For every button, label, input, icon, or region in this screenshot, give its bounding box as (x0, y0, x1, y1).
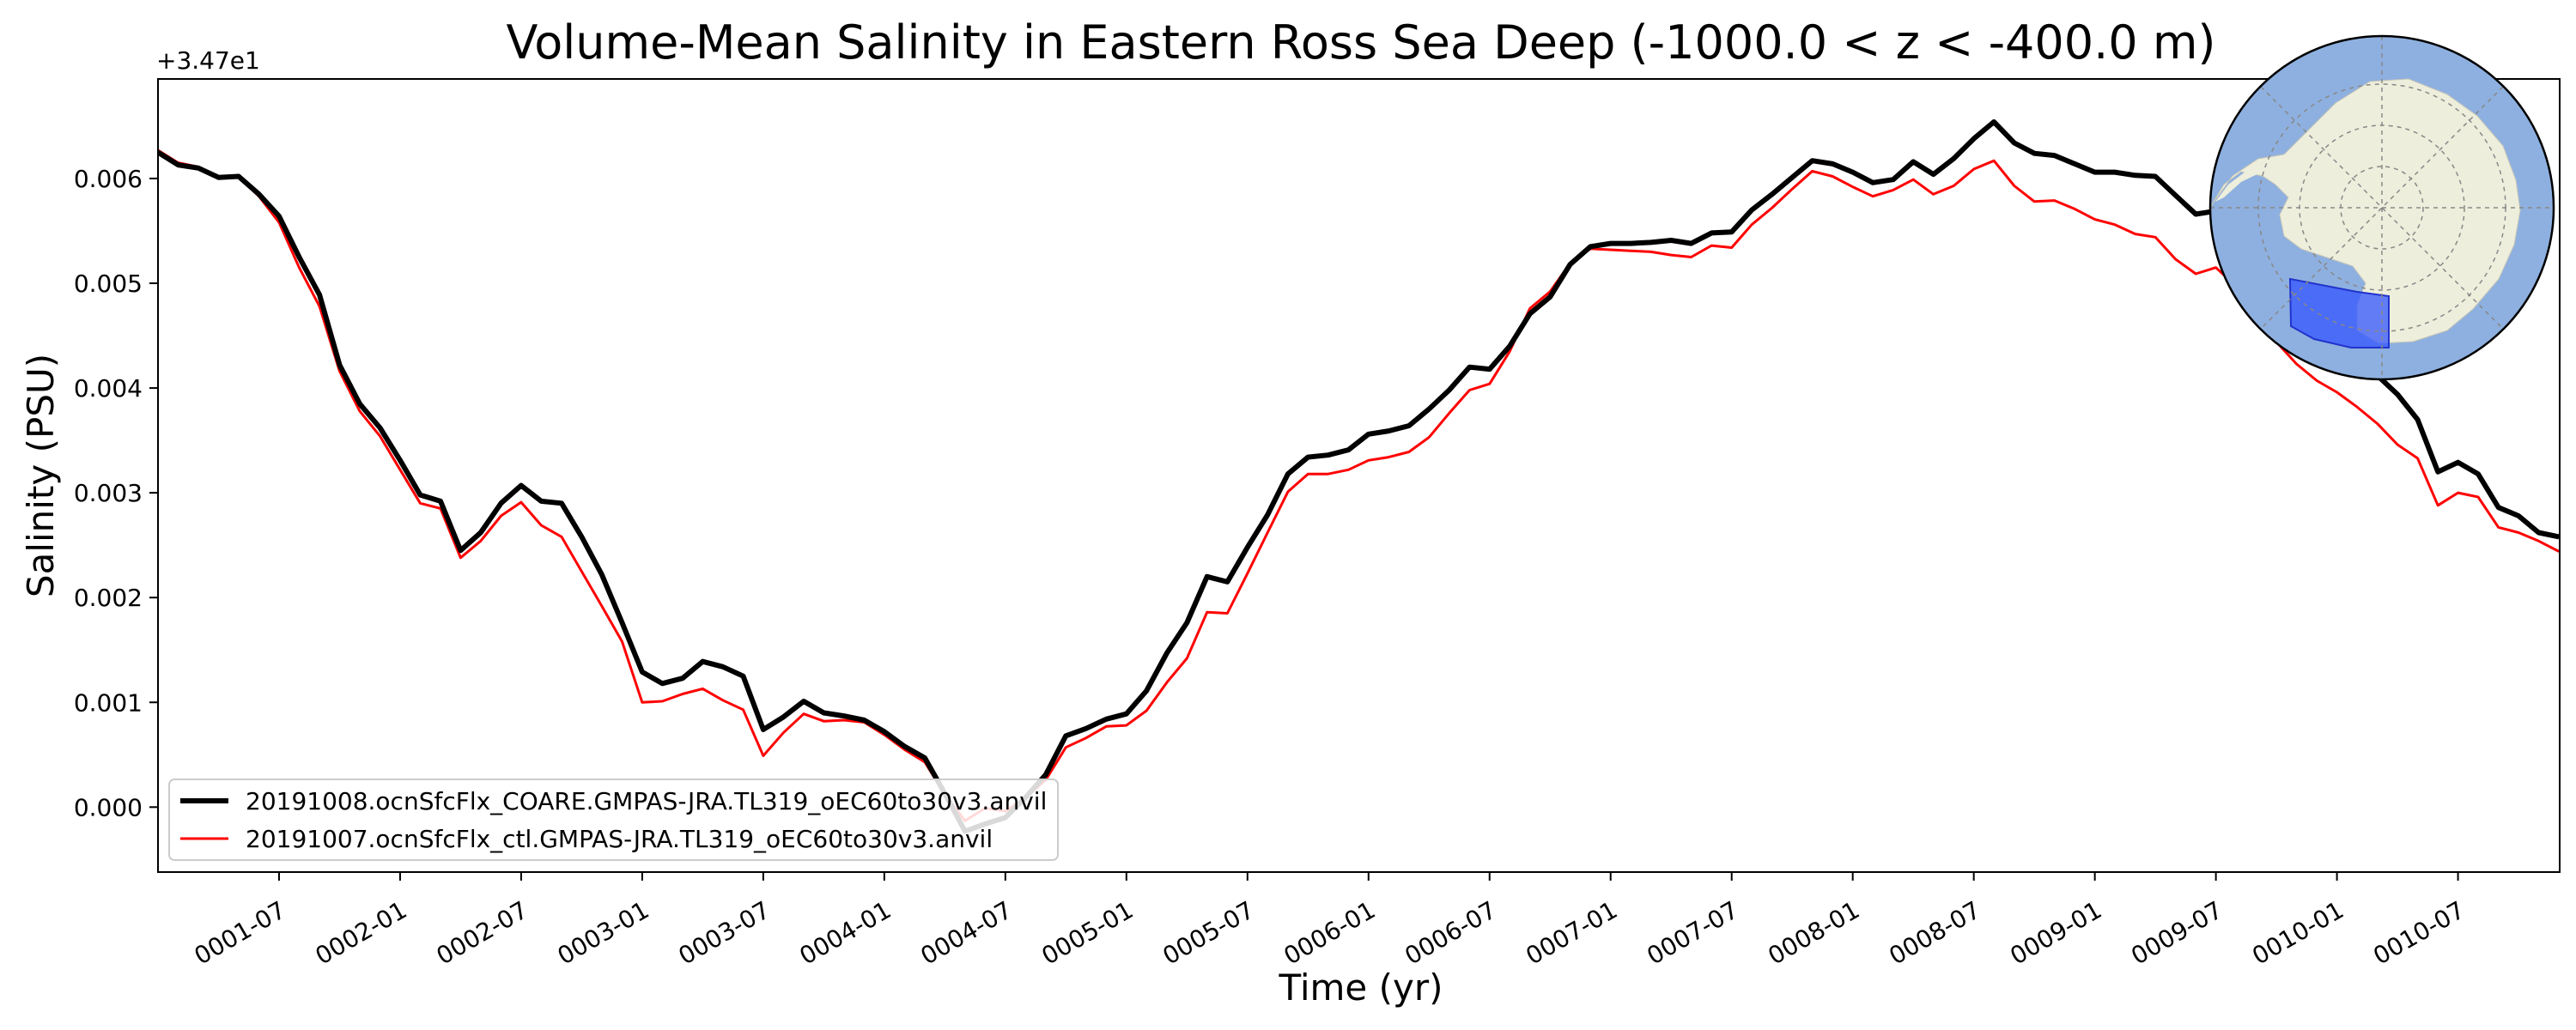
y-tick-label: 0.004 (74, 374, 143, 403)
y-axis: 0.000 0.001 0.002 0.003 0.004 0.005 0.006 (74, 165, 158, 821)
series-line-0 (158, 119, 2560, 834)
y-tick-label: 0.006 (74, 165, 143, 193)
series-line-1 (158, 148, 2560, 822)
y-axis-label: Salinity (PSU) (20, 354, 62, 597)
x-axis-label: Time (yr) (1278, 966, 1443, 1009)
plot-area (157, 78, 2561, 873)
map-gridlines (2210, 36, 2554, 379)
chart-title: Volume-Mean Salinity in Eastern Ross Sea… (507, 15, 2216, 70)
legend-label-1: 20191007.ocnSfcFlx_ctl.GMPAS-JRA.TL319_o… (246, 825, 993, 853)
inset-map-antarctica (2208, 34, 2555, 381)
ross-sea-region (2288, 277, 2390, 348)
y-tick-label: 0.000 (74, 793, 143, 821)
y-tick-label: 0.002 (74, 584, 143, 612)
legend-label-0: 20191008.ocnSfcFlx_COARE.GMPAS-JRA.TL319… (246, 787, 1047, 815)
y-tick-label: 0.001 (74, 688, 143, 717)
legend: 20191008.ocnSfcFlx_COARE.GMPAS-JRA.TL319… (168, 779, 1059, 861)
y-axis-offset-label: +3.47e1 (156, 46, 260, 75)
legend-box (168, 779, 1059, 861)
plot-frame (157, 78, 2561, 873)
y-tick-label: 0.003 (74, 479, 143, 507)
y-tick-label: 0.005 (74, 270, 143, 298)
antarctic-peninsula (2215, 154, 2284, 202)
series-layer (158, 119, 2560, 834)
globe-outline (2208, 34, 2555, 381)
